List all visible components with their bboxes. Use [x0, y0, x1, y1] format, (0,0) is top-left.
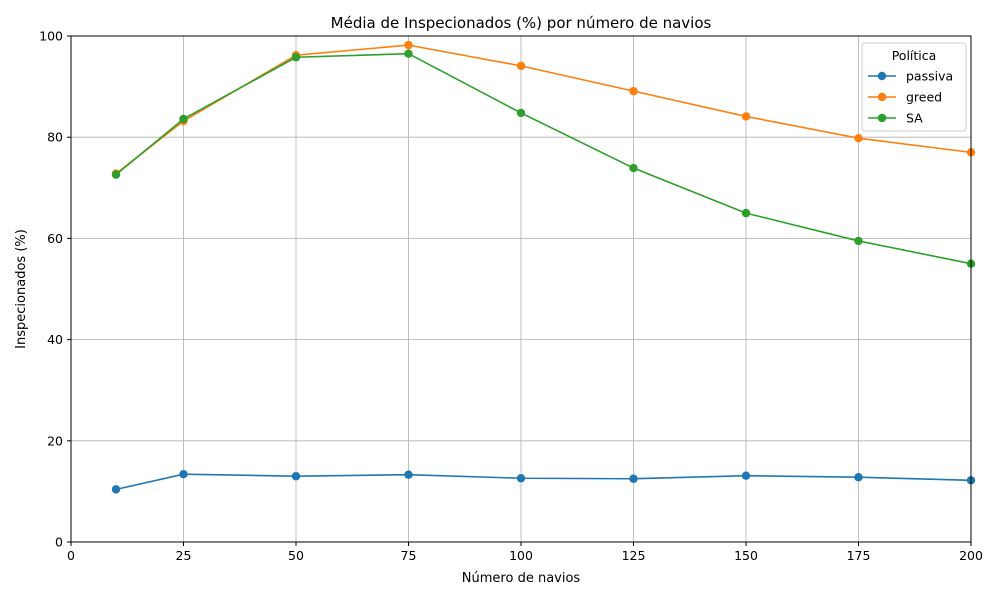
x-tick-label: 0 — [67, 548, 75, 563]
data-point-passiva — [516, 474, 526, 483]
data-point-greed — [741, 112, 751, 121]
series-line-greed — [115, 44, 972, 175]
data-point-sa — [854, 236, 863, 246]
axis-ticks: 0 25 50 75 100 125 150 175 200 0 20 40 60 80 100 — [39, 29, 983, 564]
legend-marker-greed — [877, 92, 887, 102]
x-tick-label: 25 — [176, 548, 192, 563]
data-point-sa — [516, 108, 526, 118]
data-point-passiva — [741, 471, 751, 480]
chart-title: Média de Inspecionados (%) por número de… — [331, 14, 712, 32]
y-tick-label: 60 — [47, 231, 63, 246]
data-point-passiva — [291, 472, 301, 481]
data-point-greed — [516, 61, 526, 71]
data-point-greed — [629, 86, 638, 96]
y-axis-label: Inspecionados (%) — [14, 229, 29, 349]
x-tick-label: 175 — [847, 548, 871, 563]
data-point-sa — [629, 163, 638, 173]
x-axis-label: Número de navios — [462, 571, 581, 586]
legend-box — [861, 42, 967, 132]
legend: Política passiva greed SA — [861, 42, 967, 132]
y-tick-label: 40 — [47, 332, 63, 347]
data-point-sa — [404, 49, 413, 58]
y-tick-label: 20 — [47, 433, 63, 448]
legend-label-greed: greed — [906, 90, 942, 105]
x-tick-label: 125 — [622, 548, 646, 563]
x-tick-label: 150 — [734, 548, 758, 563]
data-point-passiva — [404, 470, 413, 479]
legend-label-sa: SA — [906, 111, 923, 126]
y-tick-label: 100 — [39, 29, 63, 44]
data-point-greed — [404, 40, 413, 50]
x-tick-label: 50 — [288, 548, 304, 563]
series-line-passiva — [115, 473, 972, 491]
data-point-sa — [741, 208, 751, 218]
legend-marker-sa — [877, 113, 887, 123]
data-point-sa — [291, 53, 301, 62]
series-line-sa — [115, 52, 972, 265]
data-point-sa — [179, 114, 188, 124]
y-tick-label: 80 — [47, 130, 63, 145]
x-tick-label: 100 — [509, 548, 533, 563]
data-point-sa — [111, 170, 121, 179]
legend-marker-passiva — [877, 71, 887, 81]
series-layer — [111, 40, 976, 494]
data-point-passiva — [111, 485, 121, 494]
x-tick-label: 200 — [959, 548, 983, 563]
data-point-passiva — [854, 473, 863, 482]
data-point-passiva — [179, 469, 188, 479]
y-tick-label: 0 — [55, 535, 63, 550]
data-point-passiva — [629, 474, 638, 483]
legend-title: Política — [892, 48, 937, 63]
legend-label-passiva: passiva — [906, 69, 953, 84]
data-point-greed — [854, 134, 863, 143]
x-tick-label: 75 — [401, 548, 417, 563]
